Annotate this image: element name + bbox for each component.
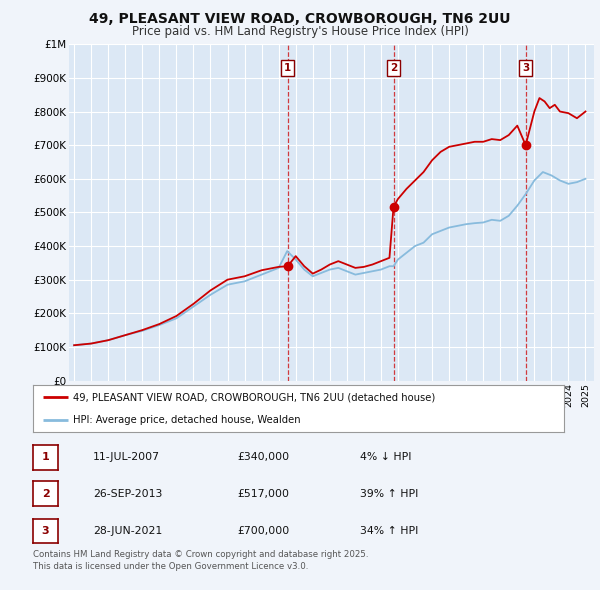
Text: 39% ↑ HPI: 39% ↑ HPI <box>360 489 418 499</box>
Text: £700,000: £700,000 <box>237 526 289 536</box>
Text: 3: 3 <box>522 63 529 73</box>
Text: 34% ↑ HPI: 34% ↑ HPI <box>360 526 418 536</box>
Text: 28-JUN-2021: 28-JUN-2021 <box>93 526 162 536</box>
Text: 11-JUL-2007: 11-JUL-2007 <box>93 453 160 462</box>
Text: 2: 2 <box>390 63 397 73</box>
Text: This data is licensed under the Open Government Licence v3.0.: This data is licensed under the Open Gov… <box>33 562 308 571</box>
Text: 2: 2 <box>42 489 49 499</box>
Text: 49, PLEASANT VIEW ROAD, CROWBOROUGH, TN6 2UU: 49, PLEASANT VIEW ROAD, CROWBOROUGH, TN6… <box>89 12 511 26</box>
Text: Price paid vs. HM Land Registry's House Price Index (HPI): Price paid vs. HM Land Registry's House … <box>131 25 469 38</box>
Text: £517,000: £517,000 <box>237 489 289 499</box>
Text: 4% ↓ HPI: 4% ↓ HPI <box>360 453 412 462</box>
Text: 3: 3 <box>42 526 49 536</box>
Text: 49, PLEASANT VIEW ROAD, CROWBOROUGH, TN6 2UU (detached house): 49, PLEASANT VIEW ROAD, CROWBOROUGH, TN6… <box>73 392 435 402</box>
Text: 1: 1 <box>42 453 49 462</box>
Text: 26-SEP-2013: 26-SEP-2013 <box>93 489 163 499</box>
Text: £340,000: £340,000 <box>237 453 289 462</box>
Text: Contains HM Land Registry data © Crown copyright and database right 2025.: Contains HM Land Registry data © Crown c… <box>33 550 368 559</box>
Text: 1: 1 <box>284 63 292 73</box>
Text: HPI: Average price, detached house, Wealden: HPI: Average price, detached house, Weal… <box>73 415 301 425</box>
